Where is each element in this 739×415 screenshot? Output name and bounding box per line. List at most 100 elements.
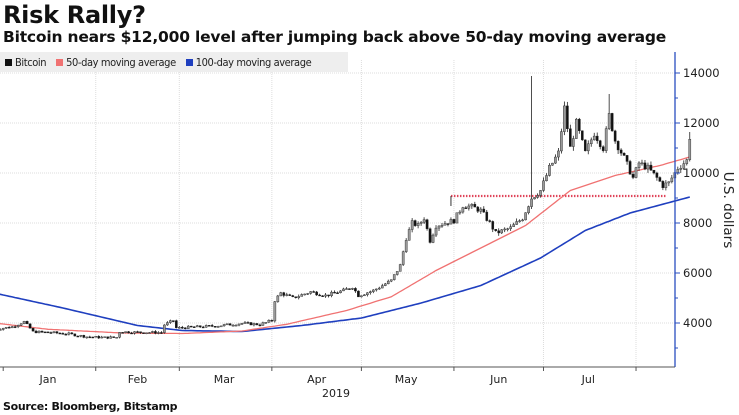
candle-body <box>82 335 86 338</box>
candle-body <box>76 335 80 338</box>
candle-body <box>386 280 390 285</box>
candle-body <box>580 130 584 141</box>
candle-body <box>183 327 187 330</box>
candle-body <box>52 331 56 333</box>
candle-body <box>670 177 674 182</box>
candle-body <box>273 301 277 322</box>
candle-body <box>178 327 181 329</box>
candle-body <box>497 230 501 234</box>
candle-body <box>380 285 384 289</box>
legend-label-ma100: 100-day moving average <box>195 55 312 69</box>
candle-body <box>31 328 35 332</box>
candle-body <box>512 224 515 227</box>
candle-body <box>154 331 157 334</box>
candle-body <box>360 295 363 298</box>
legend: Bitcoin 50-day moving average 100-day mo… <box>0 52 348 72</box>
candle-body <box>658 177 662 182</box>
ma50-line <box>0 156 690 335</box>
candle-body <box>467 205 471 209</box>
candle-body <box>297 296 301 299</box>
candle-body <box>613 130 617 142</box>
legend-label-bitcoin: Bitcoin <box>15 55 47 69</box>
candle-body <box>213 326 217 328</box>
candle-body <box>1 328 5 330</box>
candle-body <box>4 326 8 329</box>
candle-body <box>437 225 441 229</box>
candle-body <box>661 181 665 188</box>
candle-body <box>631 173 635 178</box>
candle-body <box>136 331 139 333</box>
candle-body <box>270 320 274 322</box>
candle-body <box>22 321 26 325</box>
candle-body <box>225 323 229 325</box>
candle-body <box>521 219 524 222</box>
x-tick-label: May <box>395 373 418 386</box>
candle-body <box>13 326 17 328</box>
candle-body <box>43 331 47 334</box>
candle-body <box>679 168 683 170</box>
candle-body <box>419 222 423 224</box>
candle-body <box>306 293 309 295</box>
candle-body <box>646 164 650 170</box>
candle-body <box>416 223 420 226</box>
candle-body <box>434 227 438 236</box>
candle-body <box>34 330 38 334</box>
candle-body <box>315 291 318 296</box>
candle-body <box>46 331 50 334</box>
candle-body <box>575 118 578 139</box>
candle-body <box>440 225 444 227</box>
candle-body <box>204 325 208 328</box>
x-tick-label: Jul <box>581 373 595 386</box>
candle-body <box>464 207 468 209</box>
candle-body <box>210 325 214 327</box>
source-note: Source: Bloomberg, Bitstamp <box>3 400 178 413</box>
x-tick-label: Apr <box>307 373 327 386</box>
candle-body <box>479 208 483 212</box>
candle-body <box>413 220 417 226</box>
candle-body <box>192 326 196 328</box>
candle-body <box>291 295 295 297</box>
candle-body <box>130 332 133 335</box>
candle-body <box>67 332 71 335</box>
candle-body <box>109 336 112 339</box>
candle-body <box>246 322 250 324</box>
x-axis-year-label: 2019 <box>322 387 350 400</box>
candle-body <box>258 324 262 327</box>
candle-body <box>601 146 605 151</box>
candle-body <box>398 264 402 272</box>
candle-body <box>536 195 539 198</box>
candle-body <box>455 212 459 224</box>
y-tick-label: 6000 <box>683 266 712 280</box>
candle-body <box>19 323 23 326</box>
candle-body <box>598 140 602 147</box>
candle-body <box>500 229 503 234</box>
ma50-series <box>0 156 690 335</box>
candle-body <box>524 212 527 221</box>
candle-body <box>25 321 29 325</box>
candle-body <box>688 139 692 160</box>
candle-body <box>369 291 372 294</box>
candle-body <box>527 206 530 213</box>
candle-body <box>237 323 241 326</box>
candle-body <box>410 220 414 230</box>
candle-body <box>607 113 611 129</box>
candle-body <box>354 288 357 292</box>
candle-body <box>163 324 166 333</box>
candle-body <box>234 324 238 327</box>
candle-body <box>300 294 304 297</box>
candle-body <box>228 323 232 326</box>
candle-body <box>336 292 339 294</box>
y-tick-label: 12000 <box>683 116 720 130</box>
candle-body <box>100 336 104 339</box>
candle-body <box>643 162 647 170</box>
candle-body <box>288 294 292 296</box>
candle-body <box>151 331 154 333</box>
candle-body <box>425 219 429 229</box>
candle-body <box>392 274 396 280</box>
legend-swatch-ma100 <box>185 58 193 66</box>
candle-body <box>375 288 378 291</box>
legend-item-ma50: 50-day moving average <box>56 56 176 69</box>
candle-body <box>148 332 151 334</box>
candle-body <box>616 141 620 151</box>
candle-body <box>389 279 393 282</box>
